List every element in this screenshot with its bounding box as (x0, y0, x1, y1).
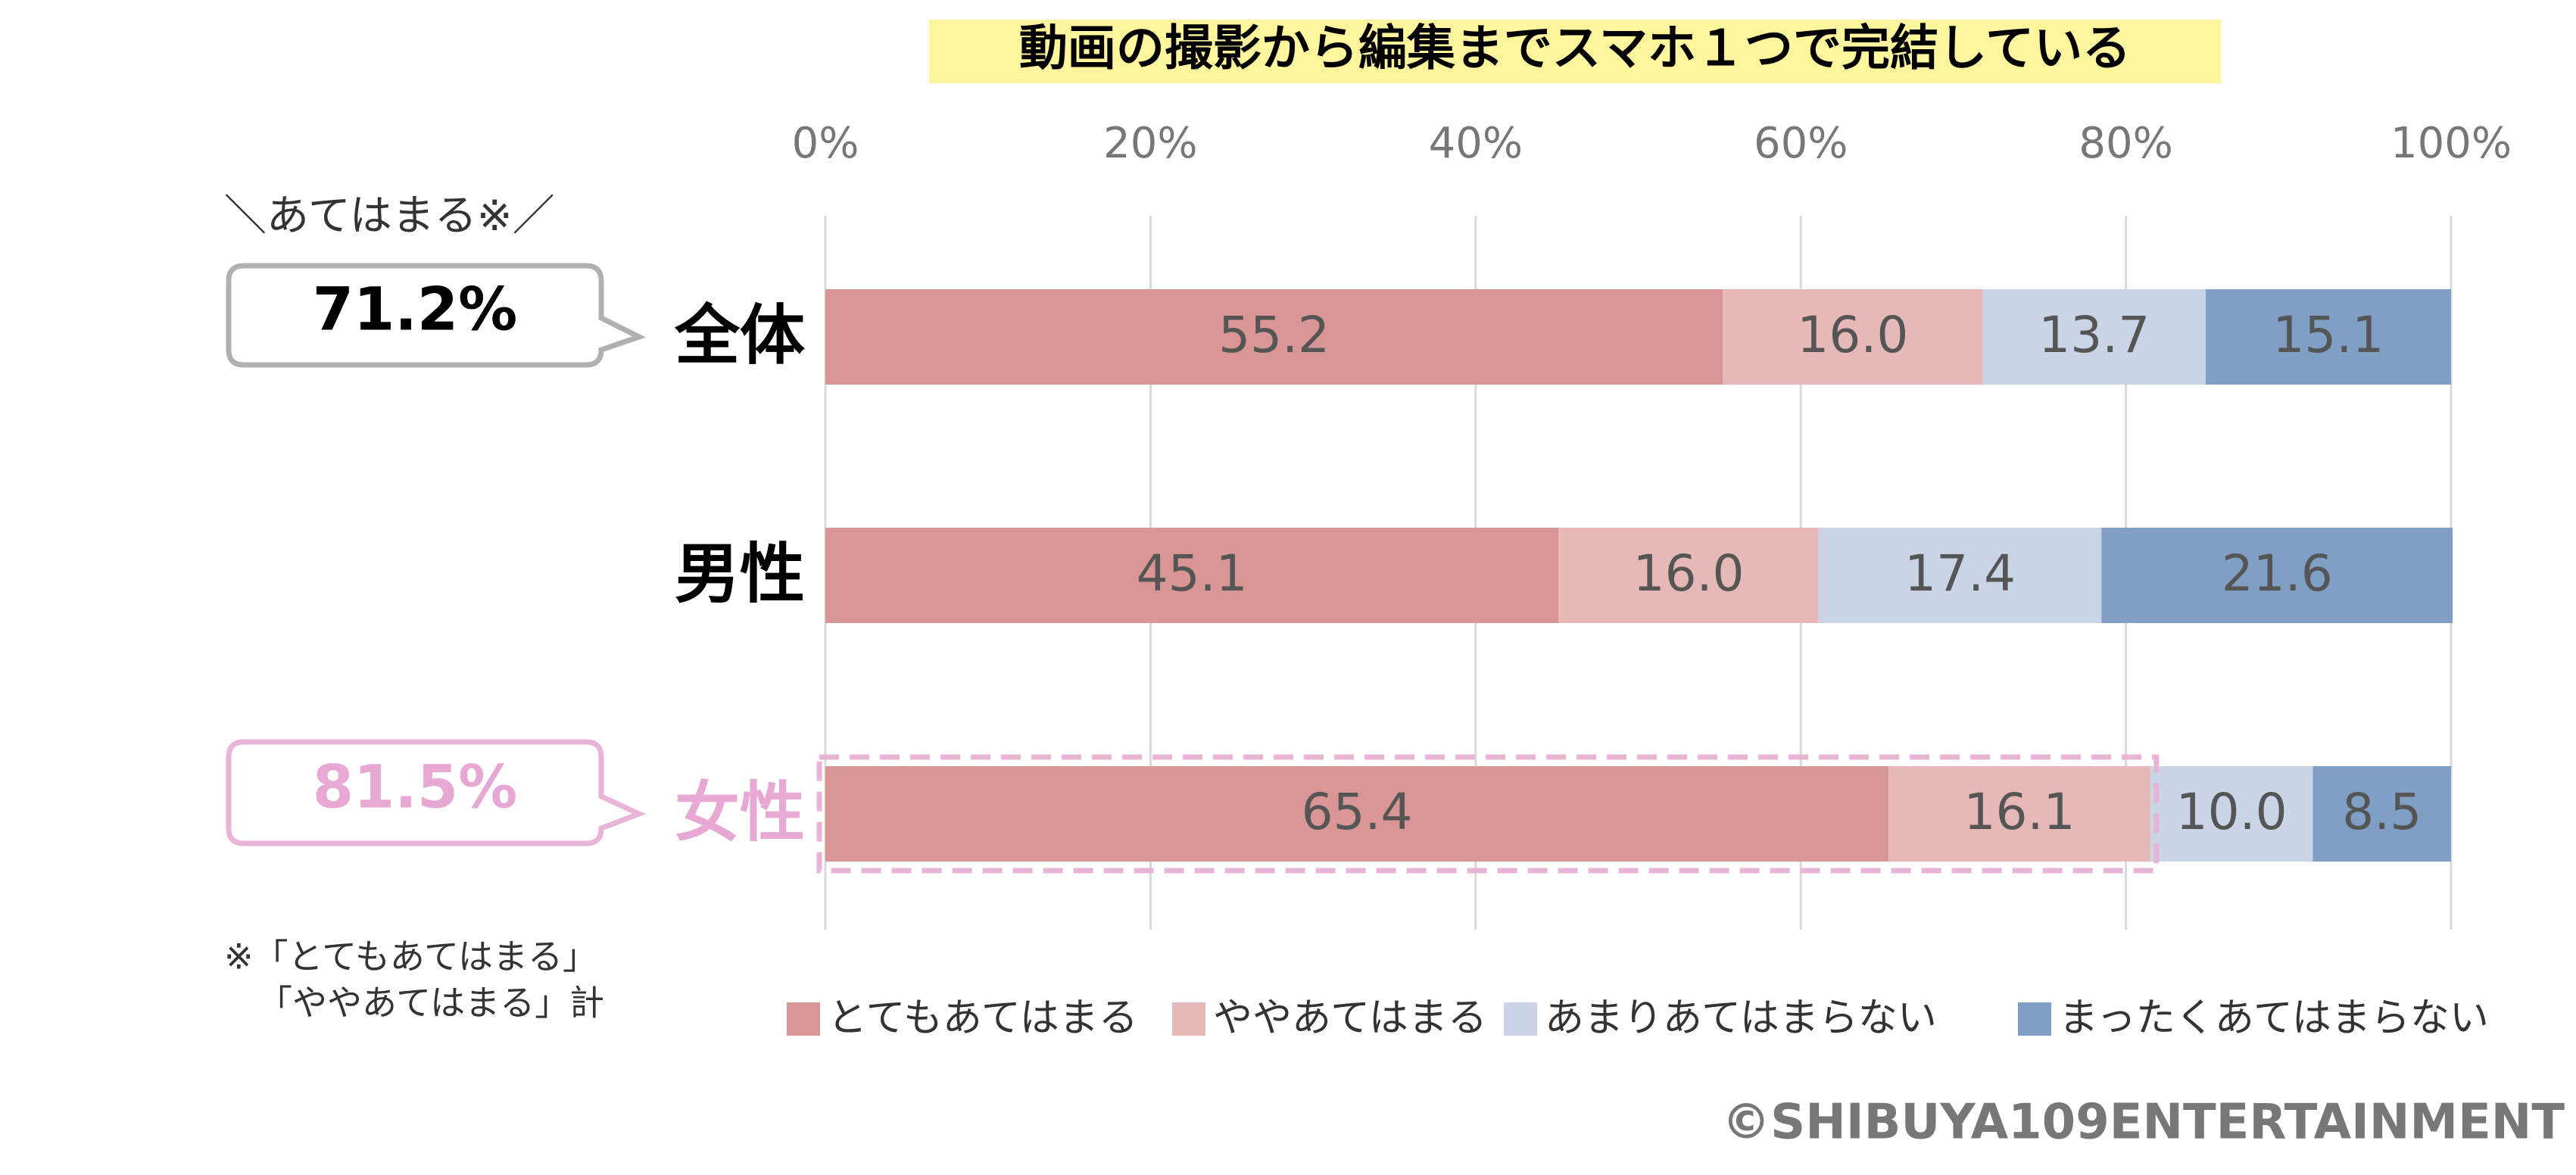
legend-label: とてもあてはまる (828, 996, 1138, 1041)
x-tick-label: 0% (792, 119, 859, 168)
legend-swatch (1504, 1002, 1537, 1036)
category-label: 全体 (674, 298, 805, 373)
footnote: ※「とてもあてはまる」 (224, 937, 597, 977)
value-label: 16.0 (1797, 306, 1908, 364)
bar-segment (1723, 289, 1983, 385)
category-label: 女性 (675, 775, 805, 850)
x-tick-label: 80% (2079, 119, 2172, 168)
bar-segment (825, 289, 1723, 385)
bar-segment (1558, 528, 1819, 623)
highlight-frame (816, 754, 2160, 874)
callout-box (226, 739, 647, 846)
value-label: 10.0 (2176, 783, 2288, 841)
bar-segment (1982, 289, 2206, 385)
bar-segment (1818, 528, 2102, 623)
x-tick-label: 40% (1429, 119, 1523, 168)
chart-title: 動画の撮影から編集までスマホ１つで完結している (1019, 21, 2131, 77)
x-tick-label: 100% (2390, 119, 2512, 168)
value-label: 8.5 (2342, 783, 2422, 841)
legend-swatch (787, 1002, 820, 1036)
title-highlight (929, 20, 2221, 83)
bar-segment (2312, 766, 2451, 862)
callout-value: 71.2% (313, 276, 518, 344)
legend-label: あまりあてはまらない (1545, 996, 1937, 1041)
value-label: 16.1 (1963, 783, 2075, 841)
value-label: 45.1 (1137, 544, 1248, 603)
value-label: 65.4 (1302, 783, 1413, 841)
bar-segment (825, 766, 1889, 862)
bar-segment (2205, 289, 2451, 385)
legend-swatch (2018, 1002, 2051, 1036)
value-label: 13.7 (2038, 306, 2150, 364)
category-label: 男性 (675, 536, 805, 612)
bar-segment (2150, 766, 2313, 862)
legend-label: ややあてはまる (1213, 996, 1487, 1041)
bar-segment (825, 528, 1559, 623)
value-label: 15.1 (2272, 306, 2384, 364)
bar-segment (2101, 528, 2453, 623)
legend-label: まったくあてはまらない (2059, 996, 2489, 1041)
x-tick-label: 20% (1103, 119, 1197, 168)
footnote: 「ややあてはまる」計 (257, 983, 604, 1024)
value-label: 21.6 (2222, 544, 2333, 603)
value-label: 55.2 (1218, 306, 1330, 364)
callout-box (226, 263, 647, 368)
legend-swatch (1172, 1002, 1205, 1036)
x-tick-label: 60% (1754, 119, 1848, 168)
value-label: 17.4 (1904, 544, 2016, 603)
bar-segment (1888, 766, 2150, 862)
callout-value: 81.5% (313, 753, 518, 821)
callout-caption: ＼あてはまる※／ (224, 192, 555, 241)
source: ©SHIBUYA109ENTERTAINMENT (1722, 1095, 2565, 1151)
value-label: 16.0 (1633, 544, 1745, 603)
